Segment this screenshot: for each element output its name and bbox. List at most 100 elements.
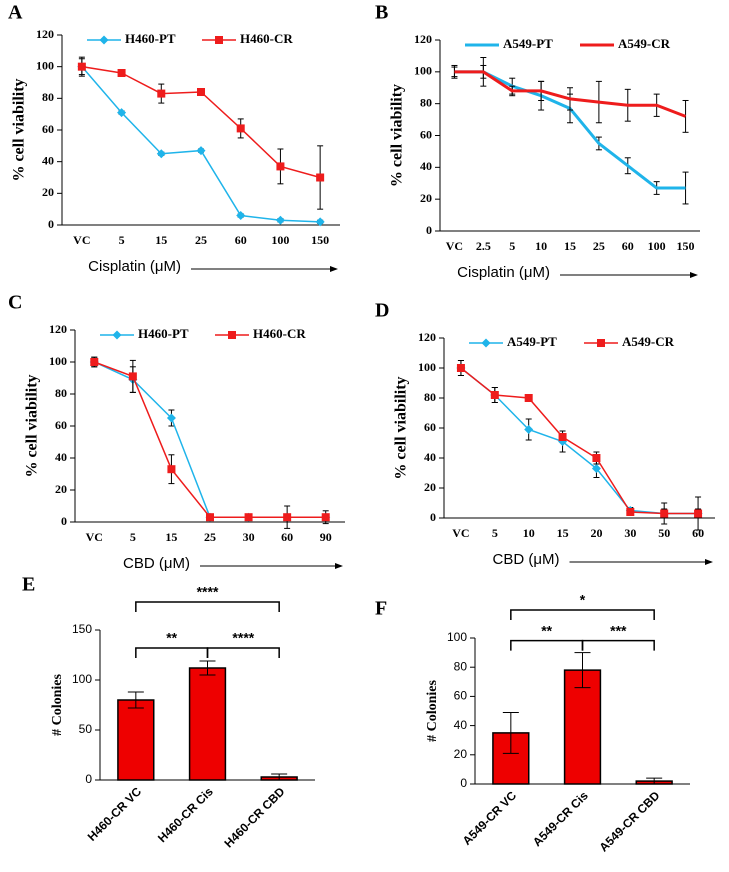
point <box>275 215 285 225</box>
point <box>524 425 534 434</box>
point <box>694 509 703 518</box>
x-tick-label: H460-CR Cis <box>155 784 216 845</box>
x-tick-label: 15 <box>165 530 177 544</box>
panel-label: B <box>375 2 388 24</box>
point <box>166 413 176 423</box>
y-tick-label: 100 <box>36 58 54 72</box>
legend-label: A549-CR <box>618 36 671 51</box>
significance-bracket <box>510 609 655 620</box>
significance-bracket <box>510 639 584 651</box>
point <box>283 513 292 522</box>
y-tick-label: 0 <box>426 223 432 237</box>
x-axis-label: Cisplatin (μM) <box>88 258 181 275</box>
x-tick-label: 100 <box>648 239 666 253</box>
legend-marker <box>597 339 605 347</box>
x-tick-label: H460-CR CBD <box>222 784 288 850</box>
point <box>167 465 176 474</box>
y-tick-label: 120 <box>49 322 67 336</box>
series-line <box>454 70 687 118</box>
significance-label: * <box>580 592 586 608</box>
error-bar <box>127 691 144 709</box>
panel-label: C <box>8 292 22 314</box>
x-tick-label: VC <box>73 233 90 247</box>
significance-label: **** <box>197 584 219 600</box>
y-tick-label: 40 <box>424 450 436 464</box>
y-tick-label: 80 <box>55 386 67 400</box>
x-tick-label: 25 <box>204 530 216 544</box>
y-tick-label: 40 <box>454 718 468 732</box>
y-tick-label: 80 <box>420 95 432 109</box>
arrow-head <box>690 272 698 278</box>
x-tick-label: 5 <box>119 233 125 247</box>
x-tick-label: H460-CR VC <box>85 784 145 844</box>
error-bar <box>271 773 288 781</box>
y-tick-label: 120 <box>418 330 436 344</box>
x-tick-label: 100 <box>271 233 289 247</box>
series-line <box>93 361 326 518</box>
x-tick-label: 60 <box>235 233 247 247</box>
legend-label: H460-CR <box>240 31 293 46</box>
error-bar <box>199 660 216 676</box>
y-tick-label: 60 <box>424 420 436 434</box>
legend-label: A549-PT <box>503 36 553 51</box>
point <box>456 364 465 372</box>
point <box>77 62 86 71</box>
point <box>592 454 601 462</box>
x-tick-label: 10 <box>523 526 535 540</box>
y-tick-label: 150 <box>72 622 92 636</box>
y-tick-label: 100 <box>49 354 67 368</box>
y-tick-label: 0 <box>85 772 92 786</box>
y-tick-label: 20 <box>42 185 54 199</box>
legend-marker <box>99 35 109 45</box>
x-tick-label: 5 <box>130 530 136 544</box>
x-tick-label: 30 <box>624 526 636 540</box>
y-tick-label: 0 <box>48 217 54 231</box>
point <box>321 513 330 522</box>
series-line <box>81 65 321 179</box>
series-line <box>94 361 326 518</box>
x-axis-label: CBD (μM) <box>123 555 190 572</box>
point <box>206 513 214 522</box>
y-tick-label: 120 <box>36 27 54 41</box>
point <box>660 509 669 518</box>
point <box>276 162 285 171</box>
y-axis-label: % cell viability <box>389 84 406 187</box>
point <box>236 124 245 133</box>
significance-label: ** <box>541 622 552 638</box>
arrow-head <box>705 559 713 565</box>
x-axis-label: CBD (μM) <box>493 551 560 568</box>
x-tick-label: 25 <box>593 239 605 253</box>
y-tick-label: 80 <box>424 390 436 404</box>
significance-label: ** <box>166 630 177 646</box>
y-tick-label: 0 <box>460 776 467 790</box>
x-tick-label: 50 <box>658 526 670 540</box>
x-tick-label: 15 <box>155 233 167 247</box>
x-tick-label: 5 <box>509 239 515 253</box>
point <box>117 69 126 77</box>
point <box>128 372 137 381</box>
legend-label: H460-PT <box>138 326 189 341</box>
y-tick-label: 0 <box>61 514 67 528</box>
y-tick-label: 100 <box>447 630 467 644</box>
x-tick-label: 15 <box>557 526 569 540</box>
y-axis-label: % cell viability <box>393 376 410 479</box>
series-line <box>460 367 699 515</box>
x-tick-label: 90 <box>320 530 332 544</box>
x-tick-label: 60 <box>692 526 704 540</box>
legend-marker <box>215 36 223 44</box>
point <box>196 146 206 156</box>
y-tick-label: 60 <box>42 122 54 136</box>
y-tick-label: 40 <box>55 450 67 464</box>
legend-marker <box>228 331 236 339</box>
error-bar <box>502 711 519 754</box>
y-tick-label: 0 <box>430 510 436 524</box>
y-tick-label: 100 <box>414 64 432 78</box>
y-tick-label: 20 <box>55 482 67 496</box>
point <box>156 149 166 159</box>
significance-bracket <box>135 647 209 658</box>
panel-label: D <box>375 300 389 322</box>
x-tick-label: 25 <box>195 233 207 247</box>
y-tick-label: 50 <box>79 722 93 736</box>
x-axis-label: Cisplatin (μM) <box>457 264 550 281</box>
